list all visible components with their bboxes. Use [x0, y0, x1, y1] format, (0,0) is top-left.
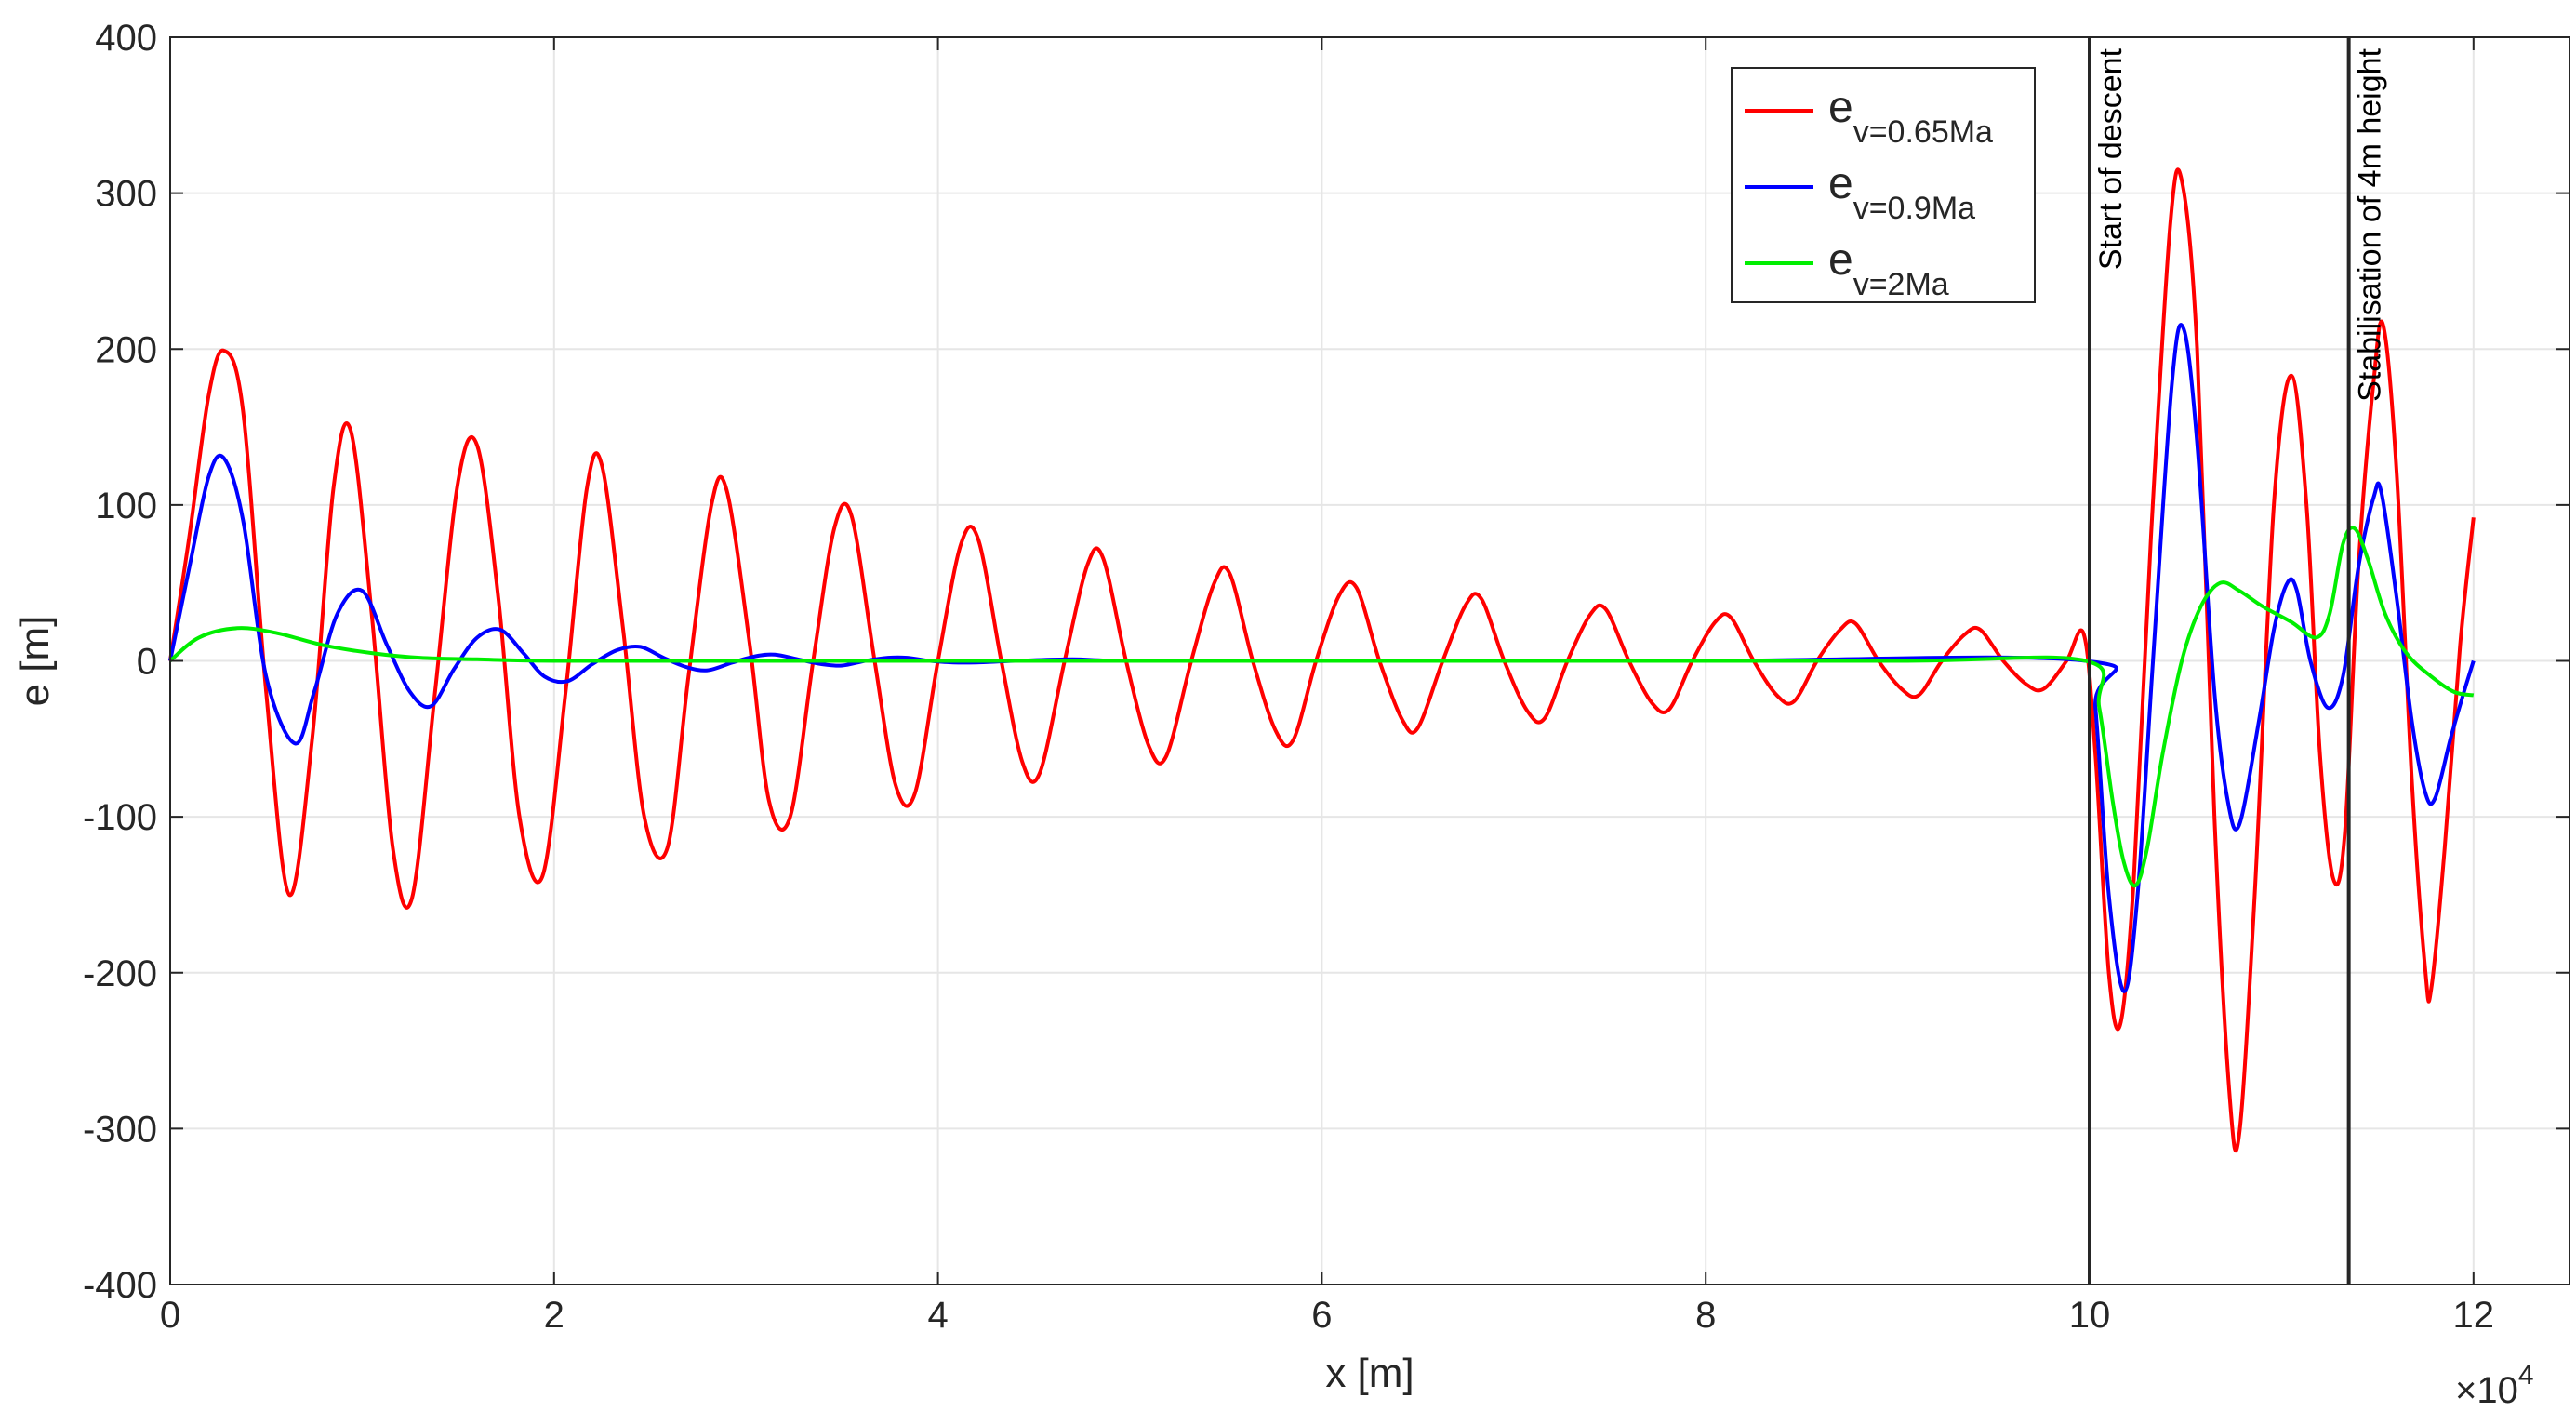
legend-entry-subscript: v=0.9Ma [1853, 191, 1975, 226]
legend-entry: ev=0.65Ma [1828, 83, 1993, 150]
y-axis-label: e [m] [12, 616, 58, 707]
y-tick-label: 300 [95, 174, 157, 215]
legend-entry: ev=2Ma [1828, 235, 1949, 302]
annotation-label: Stabilisation of 4m height [2353, 47, 2388, 401]
y-tick-label: 400 [95, 18, 157, 59]
x-axis-multiplier: ×104 [2455, 1360, 2534, 1411]
y-tick-label: 200 [95, 329, 157, 370]
y-tick-label: -300 [83, 1109, 157, 1150]
x-axis-label: x [m] [1325, 1351, 1414, 1396]
x-tick-label: 2 [544, 1295, 564, 1336]
legend-entry-main: e [1828, 83, 1853, 132]
y-tick-label: -100 [83, 797, 157, 838]
y-tick-label: -200 [83, 953, 157, 994]
series-line-v-2ma [168, 526, 2475, 888]
x-tick-label: 4 [927, 1295, 948, 1336]
x-tick-label: 6 [1311, 1295, 1332, 1336]
series-line-v-0-65ma [168, 167, 2476, 1153]
tick-layer: 0 2 4 6 8 10 12 -400 -300 -200 -100 0 100 200 300 400 [83, 18, 2569, 1336]
y-tick-label: -400 [83, 1265, 157, 1306]
x-tick-label: 8 [1695, 1295, 1716, 1336]
legend-entry-main: e [1828, 159, 1853, 208]
legend-entry: ev=0.9Ma [1828, 159, 1975, 226]
x-tick-label: 12 [2453, 1295, 2495, 1336]
legend-entry-main: e [1828, 235, 1853, 285]
x-tick-label: 0 [160, 1295, 180, 1336]
annotation-layer: Start of descent Stabilisation of 4m heig… [2088, 37, 2388, 1285]
legend-entry-subscript: v=2Ma [1853, 267, 1949, 302]
y-tick-label: 100 [95, 486, 157, 526]
annotation-label: Start of descent [2093, 47, 2129, 270]
x-tick-label: 10 [2069, 1295, 2111, 1336]
legend-entry-subscript: v=0.65Ma [1853, 114, 1993, 150]
y-tick-label: 0 [137, 642, 157, 683]
series-layer [168, 167, 2476, 1153]
